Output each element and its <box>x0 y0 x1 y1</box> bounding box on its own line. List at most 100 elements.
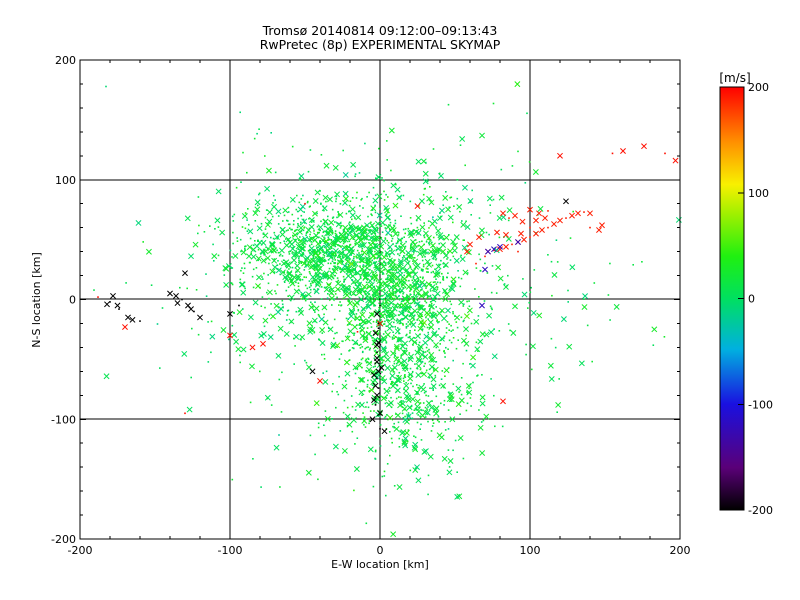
data-point-cross <box>249 344 256 351</box>
data-point-cross <box>463 313 470 320</box>
data-point-dot <box>381 231 384 233</box>
data-point-cross <box>428 356 435 363</box>
data-point-dot <box>303 276 305 278</box>
data-point-dot <box>431 400 433 402</box>
data-point-dot <box>380 283 382 285</box>
data-point-dot <box>295 208 298 211</box>
data-point-dot <box>339 430 342 432</box>
data-point-dot <box>404 415 406 418</box>
data-point-dot <box>363 237 365 239</box>
data-point-dot <box>609 319 611 321</box>
data-point-cross <box>430 296 437 303</box>
data-point-dot <box>260 305 263 307</box>
data-point-dot <box>386 270 389 273</box>
data-point-dot <box>287 220 289 222</box>
data-point-dot <box>401 343 403 346</box>
data-point-dot <box>333 298 335 300</box>
data-point-dot <box>373 339 375 342</box>
data-point-dot <box>457 339 459 341</box>
data-point-dot <box>367 346 369 348</box>
data-point-dot <box>257 204 259 207</box>
data-point-dot <box>349 271 352 274</box>
data-point-dot <box>335 200 337 203</box>
data-point-cross <box>338 231 345 238</box>
data-point-cross <box>347 246 354 252</box>
data-point-dot <box>399 298 401 300</box>
data-point-dot <box>432 389 434 391</box>
data-point-dot <box>279 486 281 488</box>
data-point-dot <box>529 236 531 238</box>
data-point-dot <box>555 239 558 241</box>
data-point-dot <box>288 227 291 229</box>
data-point-dot <box>338 244 341 247</box>
data-point-dot <box>365 370 367 372</box>
data-point-cross <box>422 339 429 346</box>
data-point-cross <box>287 275 294 282</box>
data-point-dot <box>370 213 372 215</box>
data-point-dot <box>109 301 111 303</box>
data-point-dot <box>423 243 425 246</box>
data-point-dot <box>413 292 415 294</box>
data-point-cross <box>400 306 407 313</box>
data-point-dot <box>322 240 325 242</box>
data-point-dot <box>328 267 331 270</box>
data-point-dot <box>459 144 462 146</box>
data-point-dot <box>349 288 351 290</box>
data-point-dot <box>401 247 403 249</box>
data-point-dot <box>341 236 343 239</box>
data-point-dot <box>332 277 335 280</box>
data-point-dot <box>387 276 389 278</box>
data-point-dot <box>236 237 238 239</box>
data-point-dot <box>416 393 418 395</box>
data-point-dot <box>308 286 311 289</box>
data-point-dot <box>349 200 352 202</box>
data-point-dot <box>354 173 357 175</box>
data-point-cross <box>440 248 447 255</box>
data-point-dot <box>447 272 449 274</box>
data-point-cross <box>246 244 253 251</box>
data-point-dot <box>282 259 285 261</box>
data-point-dot <box>395 242 398 245</box>
data-point-dot <box>393 224 395 227</box>
data-point-cross <box>215 188 222 195</box>
data-point-dot <box>285 276 287 279</box>
data-point-cross <box>342 172 349 178</box>
data-point-cross <box>227 310 233 317</box>
data-point-dot <box>142 241 144 243</box>
data-point-dot <box>398 332 400 335</box>
data-point-dot <box>438 250 440 252</box>
data-point-dot <box>230 266 232 268</box>
data-point-dot <box>334 293 337 295</box>
data-point-cross <box>348 267 355 274</box>
data-point-dot <box>207 321 209 323</box>
data-point-dot <box>231 267 234 269</box>
data-point-cross <box>366 248 373 255</box>
data-point-dot <box>374 365 376 368</box>
data-point-dot <box>550 260 553 263</box>
data-point-cross <box>548 376 555 382</box>
data-point-dot <box>241 226 244 228</box>
data-point-dot <box>385 252 387 255</box>
data-point-dot <box>353 489 355 492</box>
data-point-dot <box>435 283 438 285</box>
data-point-cross <box>260 331 267 337</box>
data-point-dot <box>331 229 334 232</box>
data-point-cross <box>305 291 312 298</box>
data-point-cross <box>587 210 593 217</box>
data-point-cross <box>477 338 484 345</box>
data-point-dot <box>353 255 355 258</box>
data-point-dot <box>400 357 402 359</box>
data-point-dot <box>314 311 316 313</box>
data-point-dot <box>361 357 364 360</box>
data-point-dot <box>366 331 368 334</box>
data-point-dot <box>412 276 415 278</box>
data-point-dot <box>285 319 288 321</box>
data-point-dot <box>217 226 220 228</box>
data-point-dot <box>336 346 338 348</box>
data-point-dot <box>361 197 363 200</box>
data-point-dot <box>445 191 447 193</box>
data-point-dot <box>365 358 367 361</box>
data-point-dot <box>511 165 514 167</box>
data-point-dot <box>400 278 403 280</box>
data-point-dot <box>398 396 400 398</box>
